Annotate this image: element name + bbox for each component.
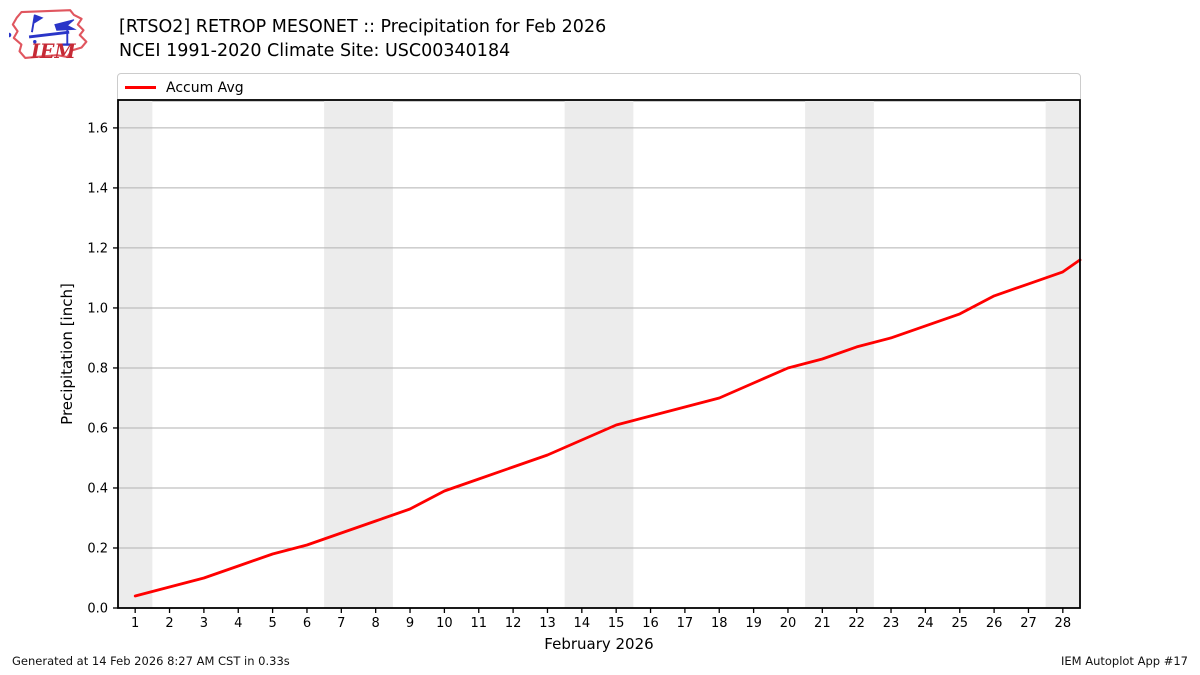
x-tick-label: 27 — [1020, 616, 1037, 631]
x-tick-label: 1 — [131, 616, 139, 631]
x-tick-label: 11 — [470, 616, 487, 631]
y-tick-label: 0.2 — [87, 541, 108, 556]
y-tick-label: 1.6 — [87, 121, 108, 136]
x-tick-label: 14 — [574, 616, 591, 631]
x-tick-label: 26 — [986, 616, 1003, 631]
y-tick-label: 1.4 — [87, 181, 108, 196]
x-tick-label: 16 — [642, 616, 659, 631]
x-tick-label: 15 — [608, 616, 625, 631]
y-tick-label: 1.2 — [87, 241, 108, 256]
x-tick-label: 24 — [917, 616, 934, 631]
x-tick-label: 8 — [372, 616, 380, 631]
x-tick-label: 10 — [436, 616, 453, 631]
weekend-shading-band — [1045, 100, 1080, 608]
plot-frame — [117, 99, 1081, 609]
chart-subtitle: NCEI 1991-2020 Climate Site: USC00340184 — [119, 41, 511, 61]
x-tick-label: 4 — [234, 616, 242, 631]
x-tick-label: 9 — [406, 616, 414, 631]
y-tick-label: 1.0 — [87, 301, 108, 316]
x-tick-label: 7 — [337, 616, 345, 631]
x-tick-label: 3 — [200, 616, 208, 631]
x-tick-label: 17 — [677, 616, 694, 631]
x-tick-label: 25 — [951, 616, 968, 631]
x-tick-label: 23 — [883, 616, 900, 631]
x-tick-label: 21 — [814, 616, 831, 631]
chart-title: [RTSO2] RETROP MESONET :: Precipitation … — [119, 17, 607, 37]
x-tick-label: 2 — [165, 616, 173, 631]
iem-logo: IEM — [9, 9, 88, 63]
x-tick-label: 22 — [848, 616, 865, 631]
x-tick-label: 5 — [268, 616, 276, 631]
y-tick-label: 0.6 — [87, 421, 108, 436]
generated-timestamp: Generated at 14 Feb 2026 8:27 AM CST in … — [12, 654, 290, 668]
legend-line-swatch — [125, 86, 156, 89]
weekend-shading-band — [324, 100, 393, 608]
x-axis-label: February 2026 — [544, 635, 653, 653]
y-axis-label: Precipitation [inch] — [58, 283, 76, 425]
x-tick-label: 28 — [1055, 616, 1072, 631]
legend-label: Accum Avg — [166, 79, 244, 96]
y-tick-label: 0.0 — [87, 602, 108, 617]
app-credit: IEM Autoplot App #17 — [1060, 654, 1188, 668]
x-tick-label: 6 — [303, 616, 311, 631]
legend-item-accum-avg: Accum Avg — [125, 80, 244, 96]
accum-avg-line — [133, 258, 1082, 598]
weekend-shading-band — [564, 100, 634, 608]
x-tick-label: 12 — [505, 616, 522, 631]
y-tick-label: 0.4 — [87, 481, 108, 496]
x-tick-label: 20 — [780, 616, 797, 631]
y-tick-label: 0.8 — [87, 361, 108, 376]
x-tick-label: 13 — [539, 616, 556, 631]
x-tick-label: 19 — [745, 616, 762, 631]
chart-titles: [RTSO2] RETROP MESONET :: Precipitation … — [119, 15, 606, 63]
x-tick-label: 18 — [711, 616, 728, 631]
weekend-shading-band — [118, 100, 153, 608]
weather-station-icon — [9, 14, 77, 46]
logo-text: IEM — [30, 40, 77, 63]
